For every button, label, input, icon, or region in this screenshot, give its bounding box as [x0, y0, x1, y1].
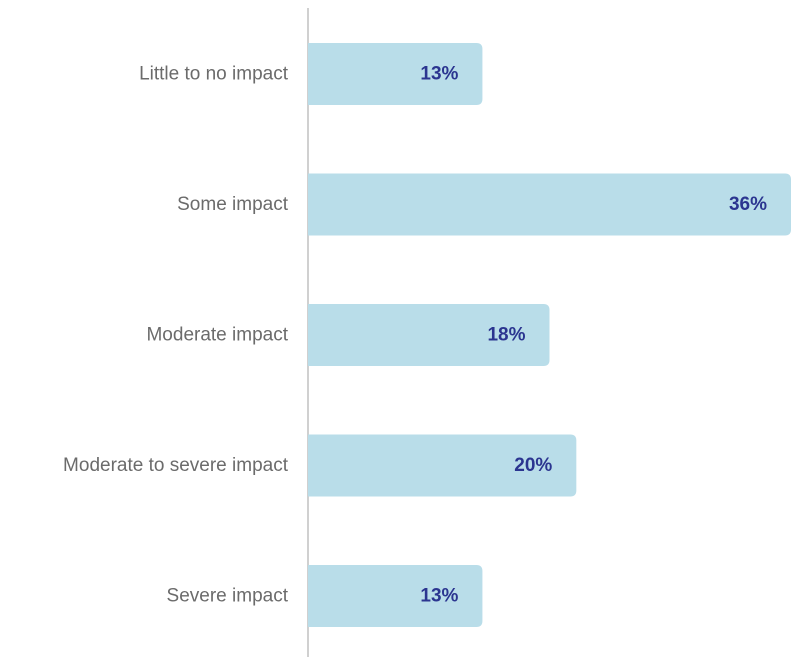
bar: [308, 434, 577, 497]
value-label: 13%: [420, 64, 458, 85]
bar: [308, 43, 483, 105]
bar: [308, 565, 483, 627]
category-label: Little to no impact: [139, 64, 289, 85]
bars-layer: Little to no impact 13% Some impact 36% Mode…: [63, 43, 791, 627]
value-label: 36%: [729, 194, 767, 215]
value-label: 13%: [420, 586, 458, 607]
bar: [308, 304, 550, 366]
bar-row: Severe impact 13%: [167, 565, 483, 627]
bar: [308, 173, 791, 236]
category-label: Some impact: [177, 194, 289, 215]
value-label: 18%: [487, 325, 525, 346]
bar-row: Moderate to severe impact 20%: [63, 434, 577, 497]
category-label: Severe impact: [167, 586, 289, 607]
bar-row: Little to no impact 13%: [139, 43, 483, 105]
category-label: Moderate to severe impact: [63, 455, 289, 476]
bar-row: Moderate impact 18%: [146, 304, 550, 366]
bar-row: Some impact 36%: [177, 173, 791, 236]
value-label: 20%: [514, 455, 552, 476]
category-label: Moderate impact: [146, 325, 288, 346]
